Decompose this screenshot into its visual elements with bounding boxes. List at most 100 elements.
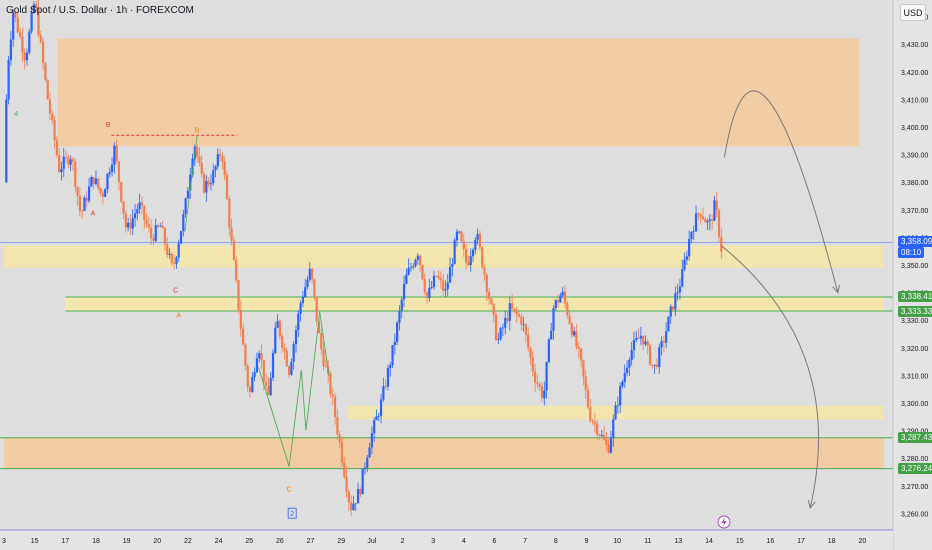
x-tick-5: 20 <box>153 538 161 545</box>
candle-body-111 <box>260 353 263 361</box>
candle-body-293 <box>678 286 682 293</box>
candle-body-74 <box>175 257 178 265</box>
candle-body-230 <box>534 371 537 383</box>
candle-body-282 <box>653 364 656 366</box>
candle-body-180 <box>419 255 422 266</box>
x-tick-20: 10 <box>613 538 621 545</box>
candle-body-73 <box>173 263 176 265</box>
level-badge-4: 3,276.24 <box>898 462 932 474</box>
candle-body-306 <box>708 219 711 222</box>
candle-body-303 <box>701 216 705 219</box>
candle-body-67 <box>159 225 162 227</box>
candle-body-155 <box>361 468 364 495</box>
candle-body-118 <box>276 320 279 328</box>
candle-body-0 <box>5 99 8 183</box>
candle-body-19 <box>48 99 52 114</box>
currency-button[interactable]: USD <box>900 4 926 21</box>
x-tick-22: 13 <box>675 538 683 545</box>
candle-body-132 <box>308 268 311 280</box>
candle-body-195 <box>453 240 456 265</box>
candle-body-139 <box>324 366 327 368</box>
candle-body-236 <box>547 339 550 363</box>
candle-body-199 <box>462 241 465 250</box>
candle-body-171 <box>398 310 401 323</box>
candle-body-51 <box>122 201 125 214</box>
candle-body-290 <box>671 306 675 310</box>
candle-body-262 <box>607 444 610 453</box>
candle-body-243 <box>563 291 567 304</box>
candle-body-53 <box>127 222 130 228</box>
candle-body-167 <box>389 365 392 368</box>
candle-body-52 <box>124 213 127 228</box>
candle-body-42 <box>101 192 104 197</box>
candle-body-163 <box>379 399 383 416</box>
candle-body-228 <box>529 347 532 358</box>
candle-body-8 <box>23 52 26 61</box>
y-tick-17: 3,270.00 <box>901 484 928 491</box>
candle-body-60 <box>143 205 146 220</box>
candle-body-117 <box>274 327 277 353</box>
candle-body-241 <box>559 295 562 303</box>
candle-body-271 <box>628 359 631 368</box>
candle-body-93 <box>219 154 222 156</box>
candle-body-48 <box>115 145 118 162</box>
candle-body-96 <box>225 175 229 200</box>
candle-body-209 <box>485 275 488 292</box>
zones-layer <box>4 38 884 469</box>
candle-body-251 <box>582 360 585 377</box>
x-tick-12: Jul <box>367 538 376 545</box>
candle-body-6 <box>18 32 22 37</box>
candle-body-274 <box>635 338 638 341</box>
current-price-badge: 3,358.09 <box>898 235 932 247</box>
candle-body-184 <box>428 287 431 298</box>
candle-body-309 <box>715 200 718 211</box>
candle-body-220 <box>511 303 514 309</box>
candle-body-193 <box>448 266 452 283</box>
candle-body-276 <box>639 335 642 339</box>
candle-body-281 <box>651 364 654 366</box>
x-tick-13: 2 <box>401 538 405 545</box>
candle-body-121 <box>283 348 286 351</box>
candle-body-301 <box>697 213 700 215</box>
candle-body-32 <box>78 195 81 211</box>
candle-body-103 <box>242 328 245 345</box>
candle-body-116 <box>271 352 275 379</box>
wave-label-box-7 <box>287 507 297 519</box>
candle-body-226 <box>524 324 528 335</box>
candle-body-72 <box>170 253 173 264</box>
x-tick-19: 9 <box>584 538 588 545</box>
candle-body-44 <box>106 173 109 190</box>
candle-body-136 <box>317 321 321 334</box>
price-axis-background <box>893 0 932 550</box>
candle-body-24 <box>60 168 63 173</box>
candle-body-225 <box>522 324 525 326</box>
candle-body-162 <box>377 415 380 417</box>
lightning-icon-bolt <box>721 517 727 527</box>
candle-body-208 <box>483 267 486 276</box>
candle-body-84 <box>198 156 201 163</box>
candle-body-272 <box>630 350 633 360</box>
candle-body-65 <box>154 225 157 241</box>
candle-body-205 <box>476 233 479 240</box>
x-tick-21: 11 <box>644 538 651 545</box>
candle-body-64 <box>152 238 155 241</box>
candle-body-30 <box>74 161 77 187</box>
candle-body-148 <box>345 476 348 492</box>
candle-body-227 <box>527 334 530 348</box>
candle-body-211 <box>490 298 493 305</box>
candle-body-196 <box>455 231 459 241</box>
x-tick-9: 26 <box>276 538 284 545</box>
candle-body-245 <box>568 315 571 324</box>
candle-body-28 <box>69 159 72 165</box>
candle-body-178 <box>414 259 417 267</box>
candle-body-287 <box>665 331 668 343</box>
candle-body-198 <box>460 231 463 242</box>
y-tick-16: 3,280.00 <box>901 456 928 463</box>
candle-body-31 <box>76 186 79 196</box>
candle-body-40 <box>97 178 100 189</box>
candle-body-247 <box>573 331 576 336</box>
candle-body-37 <box>90 176 93 187</box>
candle-body-255 <box>591 420 594 422</box>
lightning-icon <box>717 515 731 529</box>
